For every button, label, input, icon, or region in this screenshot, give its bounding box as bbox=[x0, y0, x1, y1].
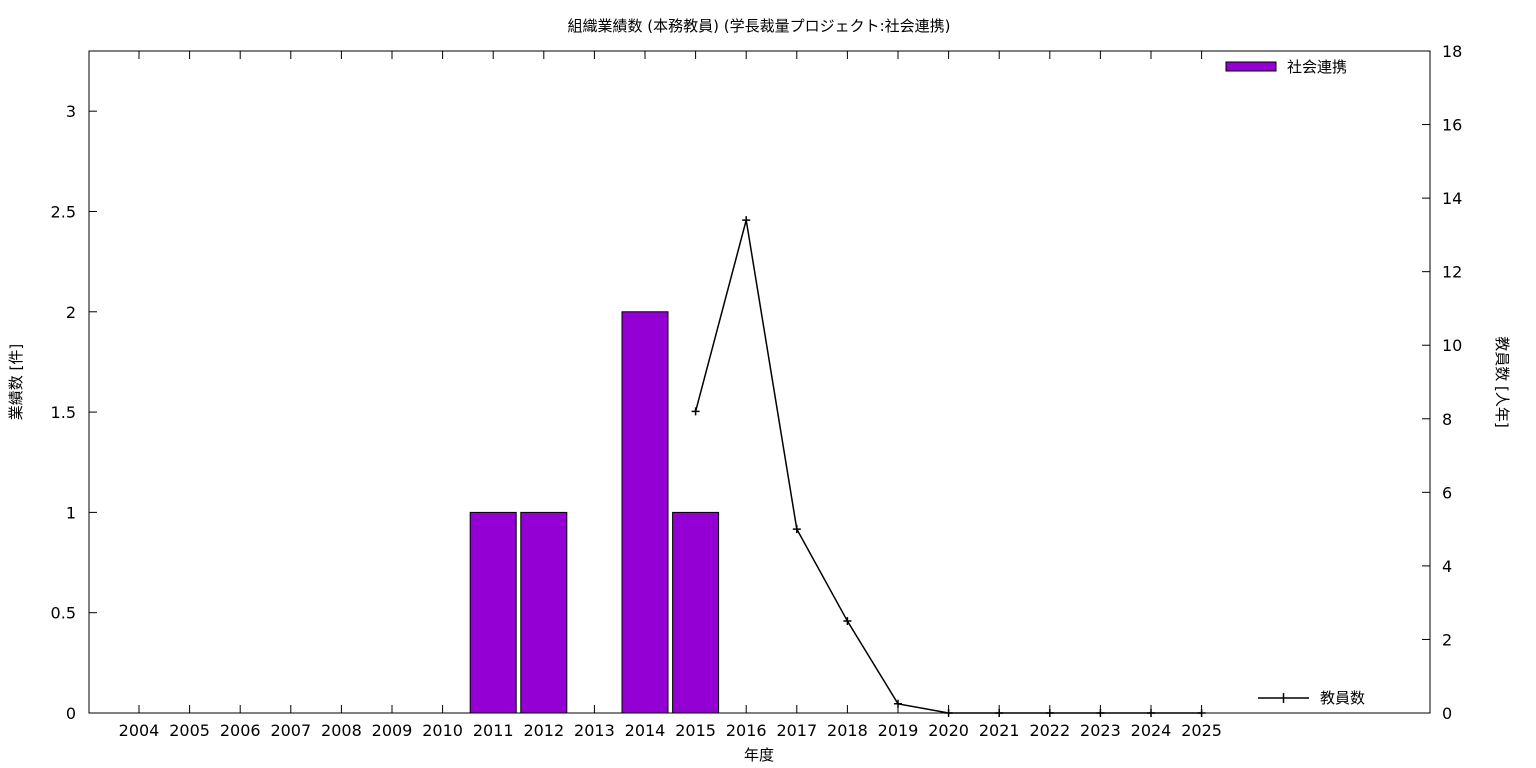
bar bbox=[672, 511, 720, 714]
x-tick-label: 2020 bbox=[928, 721, 969, 740]
line-point bbox=[742, 216, 751, 225]
y2-tick-label: 18 bbox=[1442, 42, 1462, 61]
x-tick-label: 2009 bbox=[372, 721, 413, 740]
x-tick-label: 2016 bbox=[726, 721, 767, 740]
line-point bbox=[894, 699, 902, 708]
x-tick-label: 2011 bbox=[473, 721, 514, 740]
chart-title: 組織業績数 (本務教員) (学長裁量プロジェクト:社会連携) bbox=[567, 17, 950, 35]
legend-bar-label: 社会連携 bbox=[1287, 58, 1347, 76]
legend-line: 教員数 bbox=[1258, 689, 1365, 707]
x-tick-label: 2023 bbox=[1080, 721, 1121, 740]
y-tick-label: 1.5 bbox=[51, 403, 76, 422]
x-tick-label: 2015 bbox=[675, 721, 716, 740]
x-tick-label: 2006 bbox=[220, 721, 261, 740]
x-tick-label: 2014 bbox=[625, 721, 666, 740]
x-axis-title: 年度 bbox=[744, 746, 774, 764]
y2-tick-label: 14 bbox=[1442, 189, 1462, 208]
x-tick-label: 2024 bbox=[1131, 721, 1172, 740]
x-tick-label: 2008 bbox=[321, 721, 362, 740]
y-tick-label: 2 bbox=[66, 303, 76, 322]
y-axis-title: 業績数 [件] bbox=[7, 344, 25, 420]
line-point bbox=[1096, 709, 1105, 717]
line-point bbox=[995, 709, 1004, 717]
line-point bbox=[1197, 709, 1206, 717]
line-point bbox=[1147, 709, 1155, 717]
x-tick-label: 2018 bbox=[827, 721, 868, 740]
plot-frame bbox=[88, 50, 1431, 714]
y2-tick-label: 16 bbox=[1442, 116, 1462, 135]
x-tick-label: 2013 bbox=[574, 721, 615, 740]
y2-tick-label: 8 bbox=[1442, 410, 1452, 429]
x-tick-label: 2010 bbox=[422, 721, 463, 740]
y-tick-label: 0 bbox=[66, 704, 76, 723]
x-tick-label: 2012 bbox=[523, 721, 564, 740]
line-point bbox=[843, 617, 852, 626]
line-point bbox=[691, 407, 700, 416]
y2-tick-label: 2 bbox=[1442, 630, 1452, 649]
line-point bbox=[944, 709, 953, 717]
plot-area: 0 0.5 1 1.5 2 2.5 3 0 2 4 6 8 10 12 14 16 18 2004 2005 2006… bbox=[51, 42, 1463, 740]
x-tick-label: 2021 bbox=[979, 721, 1020, 740]
x-tick-label: 2019 bbox=[878, 721, 919, 740]
legend-bar-swatch bbox=[1225, 61, 1277, 72]
x-tick-label: 2004 bbox=[119, 721, 160, 740]
y2-tick-label: 0 bbox=[1442, 704, 1452, 723]
line-series bbox=[694, 219, 1202, 714]
legend-bar: 社会連携 bbox=[1225, 58, 1347, 76]
y2-tick-label: 6 bbox=[1442, 483, 1452, 502]
y2-tick-label: 10 bbox=[1442, 336, 1462, 355]
x-tick-label: 2025 bbox=[1181, 721, 1222, 740]
bar bbox=[469, 511, 517, 714]
line-point bbox=[792, 525, 801, 534]
line-point bbox=[1045, 709, 1054, 717]
y2-tick-label: 12 bbox=[1442, 263, 1462, 282]
y2-tick-label: 4 bbox=[1442, 557, 1452, 576]
x-tick-label: 2007 bbox=[270, 721, 311, 740]
x-tick-label: 2022 bbox=[1029, 721, 1070, 740]
y-tick-label: 0.5 bbox=[51, 604, 76, 623]
x-tick-label: 2017 bbox=[776, 721, 817, 740]
y-tick-label: 1 bbox=[66, 503, 76, 522]
x-tick-label: 2005 bbox=[169, 721, 210, 740]
y-tick-label: 3 bbox=[66, 102, 76, 121]
legend-line-label: 教員数 bbox=[1320, 689, 1365, 707]
bar bbox=[621, 311, 669, 714]
y2-axis-title: 教員数 [人年] bbox=[1493, 336, 1511, 427]
y-tick-label: 2.5 bbox=[51, 202, 76, 221]
bar bbox=[520, 511, 568, 714]
